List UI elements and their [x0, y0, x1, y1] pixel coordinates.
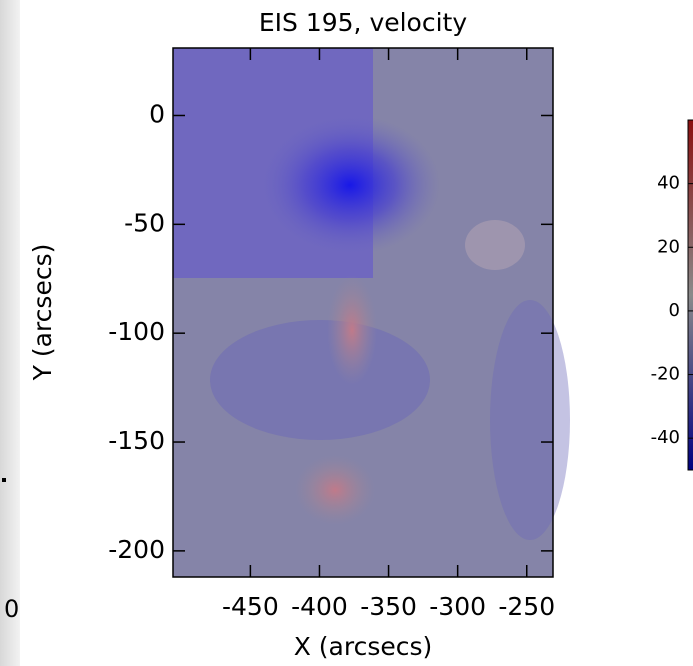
y-tick-label: -150 [108, 426, 165, 455]
y-tick-label: -200 [108, 535, 165, 564]
y-tick-label: -50 [124, 208, 165, 237]
x-axis-label: X (arcsecs) [294, 632, 433, 661]
side-strip [0, 0, 20, 666]
chart-title: EIS 195, velocity [259, 8, 468, 37]
x-tick-label: -400 [291, 592, 348, 621]
colorbar-tick-label: -40 [651, 427, 680, 448]
colorbar-tick-label: 40 [657, 173, 680, 194]
y-tick-label: 0 [149, 99, 165, 128]
y-axis-label: Y (arcsecs) [28, 244, 57, 382]
side-dot [2, 478, 6, 482]
x-tick-label: -300 [429, 592, 486, 621]
x-tick-label: -450 [222, 592, 279, 621]
x-tick-label: -350 [360, 592, 417, 621]
x-tick-label: -250 [498, 592, 555, 621]
colorbar-tick-label: -20 [651, 364, 680, 385]
velocity-image [173, 48, 570, 577]
side-text: 0 [4, 595, 19, 623]
colorbar-tick-label: 20 [657, 236, 680, 257]
plot-frame [172, 47, 554, 578]
colorbar-tick-label: 0 [669, 300, 680, 321]
y-tick-label: -100 [108, 317, 165, 346]
colorbar [687, 119, 693, 471]
